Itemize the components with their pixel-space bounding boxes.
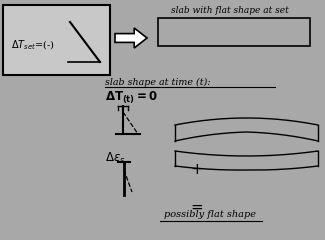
Text: possibly flat shape: possibly flat shape	[164, 210, 256, 219]
Bar	[3, 5, 110, 75]
Text: $\Delta\varepsilon_s$: $\Delta\varepsilon_s$	[105, 151, 125, 166]
Text: $\mathbf{\Delta}$$\mathbf{T_{(t)}}$$\mathbf{=0}$: $\mathbf{\Delta}$$\mathbf{T_{(t)}}$$\mat…	[105, 90, 158, 106]
Text: $\Delta T_{set}$=(-): $\Delta T_{set}$=(-)	[11, 38, 55, 52]
Text: slab shape at time (t):: slab shape at time (t):	[105, 78, 211, 87]
Polygon shape	[115, 28, 147, 48]
Text: slab with flat shape at set: slab with flat shape at set	[171, 6, 289, 15]
Text: +: +	[191, 162, 203, 177]
Text: =: =	[191, 200, 203, 215]
Bar	[158, 18, 310, 46]
